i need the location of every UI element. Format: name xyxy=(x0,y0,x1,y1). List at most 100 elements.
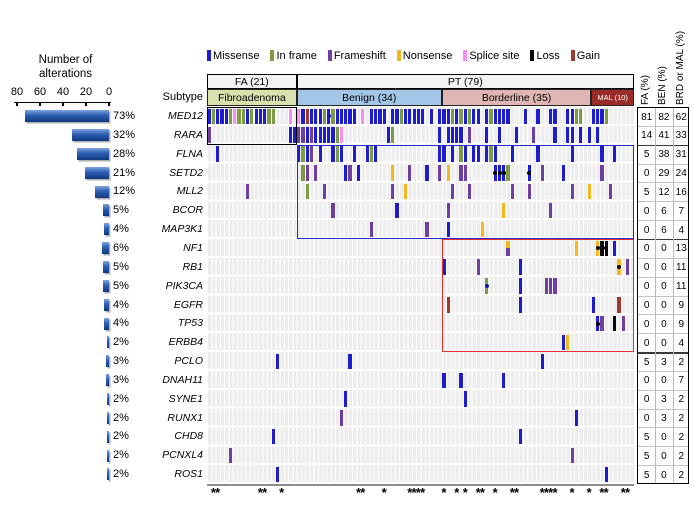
mutation-cell-missense xyxy=(604,466,608,483)
mutation-cell-gain xyxy=(446,297,450,313)
pct-table-value: 0 xyxy=(643,224,650,236)
pct-table-row-line xyxy=(638,389,688,391)
pct-table-value: 0 xyxy=(661,375,667,387)
pct-table-value: 5 xyxy=(643,450,650,462)
mutation-cell-missense xyxy=(438,127,442,143)
mutation-cell-missense xyxy=(450,146,455,162)
mutation-cell-missense xyxy=(519,259,523,275)
pct-table-value: 0 xyxy=(643,205,650,217)
mutation-cell-missense xyxy=(318,108,322,125)
pct-table-value: 2 xyxy=(678,413,685,425)
subtype-band: Benign (34) xyxy=(296,89,442,106)
asterisk-mark: * xyxy=(569,485,575,500)
gene-name-label: BCOR xyxy=(172,204,203,217)
mutation-cell-in-frame xyxy=(241,108,245,125)
legend-item-label: In frame xyxy=(276,49,317,62)
pct-table-value: 0 xyxy=(643,375,650,387)
mutation-cell-missense xyxy=(263,108,267,125)
mutation-cell-missense xyxy=(549,108,553,125)
pct-table-value: 5 xyxy=(643,469,650,481)
gene-name-label: SYNE1 xyxy=(168,392,203,405)
gene-percent-label: 2% xyxy=(113,336,129,349)
alteration-count-bar xyxy=(106,411,109,424)
mutation-cell-missense xyxy=(472,108,476,125)
mutation-cell-loss xyxy=(613,315,617,332)
legend-item-label: Missense xyxy=(213,49,260,62)
mutation-cell-missense xyxy=(318,146,322,162)
mutation-cell-missense xyxy=(600,146,604,162)
mutation-cell-nonsense xyxy=(480,221,485,238)
pct-table-value: 0 xyxy=(661,243,667,255)
barchart-title-line1: Number of xyxy=(38,54,93,66)
mutation-cell-in-frame xyxy=(331,108,335,125)
mutation-cell-missense xyxy=(459,372,463,388)
pct-table-value: 4 xyxy=(678,337,685,349)
pct-table-value: 3 xyxy=(661,394,667,406)
pct-table-row-line xyxy=(638,144,688,147)
pct-table-row-line xyxy=(638,352,688,354)
alteration-count-bar xyxy=(103,279,109,292)
pct-table-row-line xyxy=(638,220,688,222)
mutation-cell-in-frame xyxy=(267,108,271,125)
mutation-cell-missense xyxy=(408,108,412,125)
mutation-cell-missense xyxy=(425,165,429,181)
mutation-cell-frameshift xyxy=(544,278,549,294)
pct-table-value: 13 xyxy=(675,243,687,255)
mutation-cell-missense xyxy=(318,127,322,143)
legend-item: Splice site xyxy=(463,50,519,62)
pct-table-value: 0 xyxy=(643,243,650,255)
pct-table-value: 0 xyxy=(643,394,650,406)
mutation-cell-missense xyxy=(591,108,596,125)
mutation-cell-missense xyxy=(314,127,318,143)
pct-table-value: 0 xyxy=(661,431,667,443)
gene-percent-label: 3% xyxy=(113,355,129,368)
mutation-cell-missense xyxy=(258,108,262,125)
legend-item-label: Splice site xyxy=(469,49,520,62)
mutation-cell-frameshift xyxy=(476,259,480,275)
pct-table-row-line xyxy=(638,295,688,297)
mutation-cell-missense xyxy=(570,146,574,162)
alteration-count-bar xyxy=(104,223,109,236)
asterisk-mark: * xyxy=(509,485,515,500)
mutation-cell-missense xyxy=(442,372,446,388)
asterisk-mark: * xyxy=(262,485,268,500)
mutation-cell-nonsense xyxy=(574,240,578,256)
mutation-cell-missense xyxy=(514,127,519,143)
pct-table-value: 24 xyxy=(675,168,687,180)
asterisk-mark: * xyxy=(479,485,485,500)
asterisk-mark: * xyxy=(279,485,285,500)
alteration-count-bar xyxy=(106,449,109,462)
mutation-cell-frameshift xyxy=(322,184,327,200)
asterisk-mark: * xyxy=(360,485,366,500)
mutation-cell-missense xyxy=(502,372,506,388)
alteration-count-bar xyxy=(106,430,109,443)
pct-table-value: 38 xyxy=(658,149,670,161)
mutation-cell-in-frame xyxy=(450,108,455,125)
pct-table-value: 33 xyxy=(675,130,687,142)
gene-name-label: NF1 xyxy=(183,241,203,254)
gene-name-label: MED12 xyxy=(167,110,203,122)
gene-name-label: MLL2 xyxy=(176,185,203,198)
mutation-cell-missense xyxy=(613,146,617,162)
pct-table-value: 12 xyxy=(658,186,670,198)
barchart-title: Number of alterations xyxy=(8,54,123,81)
mutation-cell-missense xyxy=(519,429,523,445)
mutation-cell-missense xyxy=(459,127,463,143)
pct-table-value: 81 xyxy=(641,111,653,123)
mutation-cell-frameshift xyxy=(553,278,557,294)
mutation-cell-in-frame xyxy=(579,108,583,125)
mutation-cell-missense xyxy=(403,108,408,125)
gene-name-label: MAP3K1 xyxy=(161,223,203,236)
gene-percent-label: 5% xyxy=(113,260,129,273)
mutation-cell-missense xyxy=(310,108,314,125)
gene-percent-label: 32% xyxy=(113,128,136,141)
mutation-cell-missense xyxy=(570,127,574,143)
mutation-cell-missense xyxy=(570,108,574,125)
pct-table-value: 0 xyxy=(661,450,667,462)
mutation-cell-splice-site xyxy=(297,108,301,125)
mutation-cell-missense xyxy=(519,297,523,313)
pct-table-value: 5 xyxy=(643,149,650,161)
pct-table-value: 0 xyxy=(661,262,667,274)
mutation-cell-missense xyxy=(301,108,305,125)
